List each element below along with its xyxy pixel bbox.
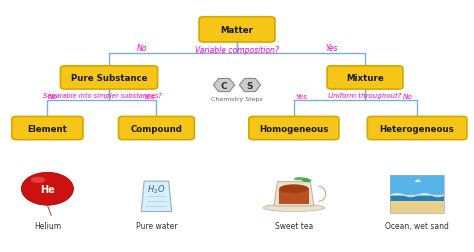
Text: Yes: Yes <box>326 44 338 53</box>
Text: Ocean, wet sand: Ocean, wet sand <box>385 221 449 230</box>
Text: No: No <box>48 93 58 99</box>
FancyBboxPatch shape <box>279 188 309 204</box>
Polygon shape <box>213 79 235 92</box>
FancyBboxPatch shape <box>390 175 444 196</box>
Text: Element: Element <box>27 124 67 133</box>
Text: Matter: Matter <box>220 26 254 35</box>
Text: Compound: Compound <box>130 124 182 133</box>
Polygon shape <box>274 182 314 206</box>
Text: ☁: ☁ <box>414 177 420 183</box>
FancyBboxPatch shape <box>249 117 339 140</box>
FancyBboxPatch shape <box>118 117 194 140</box>
Text: Uniform throughout?: Uniform throughout? <box>328 92 402 98</box>
Text: Pure water: Pure water <box>136 221 177 230</box>
Text: Mixture: Mixture <box>346 74 384 83</box>
Text: Heterogeneous: Heterogeneous <box>380 124 455 133</box>
FancyBboxPatch shape <box>367 117 467 140</box>
FancyBboxPatch shape <box>12 117 83 140</box>
Text: $H_2O$: $H_2O$ <box>147 183 166 195</box>
Text: No: No <box>403 93 412 99</box>
Text: Yes: Yes <box>295 93 307 99</box>
Text: Sweet tea: Sweet tea <box>275 221 313 230</box>
Text: Chemistry Steps: Chemistry Steps <box>211 96 263 101</box>
Ellipse shape <box>301 178 311 182</box>
Text: Pure Substance: Pure Substance <box>71 74 147 83</box>
Text: He: He <box>40 184 55 195</box>
Ellipse shape <box>263 204 325 212</box>
Ellipse shape <box>21 173 73 205</box>
Ellipse shape <box>279 184 309 194</box>
FancyBboxPatch shape <box>390 201 444 213</box>
Polygon shape <box>239 79 261 92</box>
Text: No: No <box>137 44 147 53</box>
Polygon shape <box>141 181 172 212</box>
FancyBboxPatch shape <box>61 67 157 90</box>
Text: Variable composition?: Variable composition? <box>195 46 279 55</box>
Text: Separable into simpler substances?: Separable into simpler substances? <box>43 92 161 98</box>
FancyBboxPatch shape <box>327 67 403 90</box>
Ellipse shape <box>31 177 45 183</box>
FancyBboxPatch shape <box>390 194 444 202</box>
Text: Homogeneous: Homogeneous <box>259 124 328 133</box>
Text: Yes: Yes <box>143 93 155 99</box>
Text: C: C <box>221 81 228 90</box>
FancyBboxPatch shape <box>199 18 275 43</box>
Ellipse shape <box>294 177 303 180</box>
Text: S: S <box>247 81 253 90</box>
Text: Helium: Helium <box>34 221 61 230</box>
